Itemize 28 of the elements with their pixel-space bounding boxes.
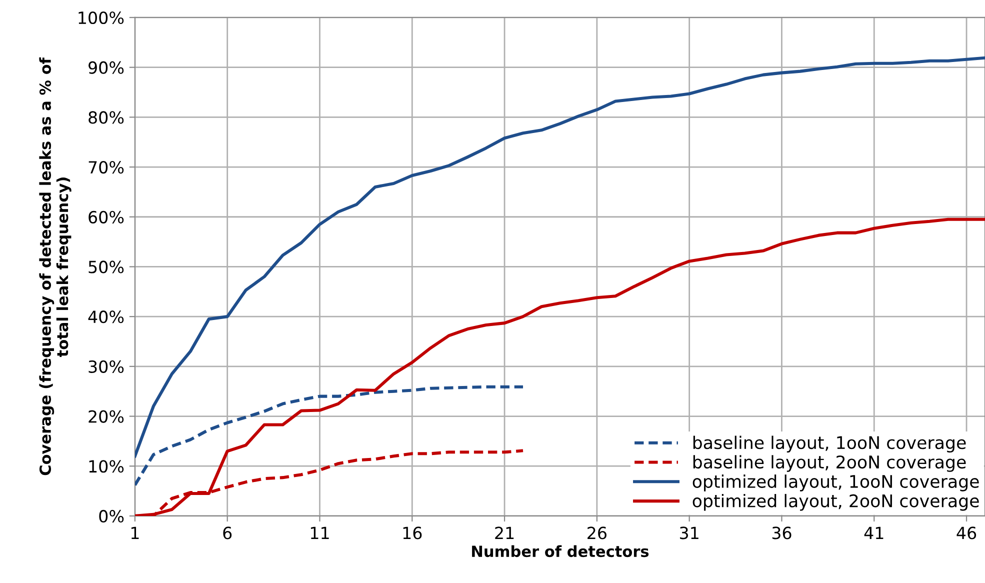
- y-tick-label: 20%: [88, 410, 124, 423]
- x-tick-label: 1: [131, 526, 139, 540]
- y-axis-title: Coverage (frequency of detected leaks as a % of total leak frequency): [39, 57, 72, 476]
- x-axis-title: Number of detectors: [472, 545, 649, 558]
- legend-label: baseline layout, 2ooN coverage: [693, 455, 966, 472]
- legend-label: baseline layout, 1ooN coverage: [693, 436, 966, 453]
- x-tick-label: 26: [588, 526, 606, 540]
- y-tick-label: 60%: [88, 210, 124, 224]
- x-tick-label: 31: [680, 526, 698, 540]
- x-tick-label: 41: [864, 526, 884, 540]
- y-tick-label: 0%: [99, 510, 124, 523]
- y-tick-label: 10%: [89, 460, 124, 473]
- x-tick-label: 21: [495, 526, 514, 540]
- y-tick-label: 50%: [88, 260, 124, 274]
- legend-label: optimized layout, 1ooN coverage: [692, 474, 979, 492]
- y-tick-label: 90%: [88, 61, 124, 74]
- x-tick-label: 46: [956, 526, 976, 540]
- y-tick-label: 40%: [88, 310, 124, 324]
- x-tick-label: 11: [310, 526, 329, 540]
- y-tick-label: 80%: [88, 111, 124, 124]
- y-tick-label: 30%: [88, 360, 124, 373]
- x-tick-label: 6: [223, 526, 232, 540]
- line-series: [134, 385, 525, 487]
- y-tick-label: 70%: [88, 160, 124, 174]
- x-tick-label: 36: [772, 526, 792, 540]
- legend-label: optimized layout, 2ooN coverage: [692, 494, 979, 511]
- y-tick-label: 100%: [78, 11, 124, 24]
- x-tick-label: 16: [403, 526, 422, 540]
